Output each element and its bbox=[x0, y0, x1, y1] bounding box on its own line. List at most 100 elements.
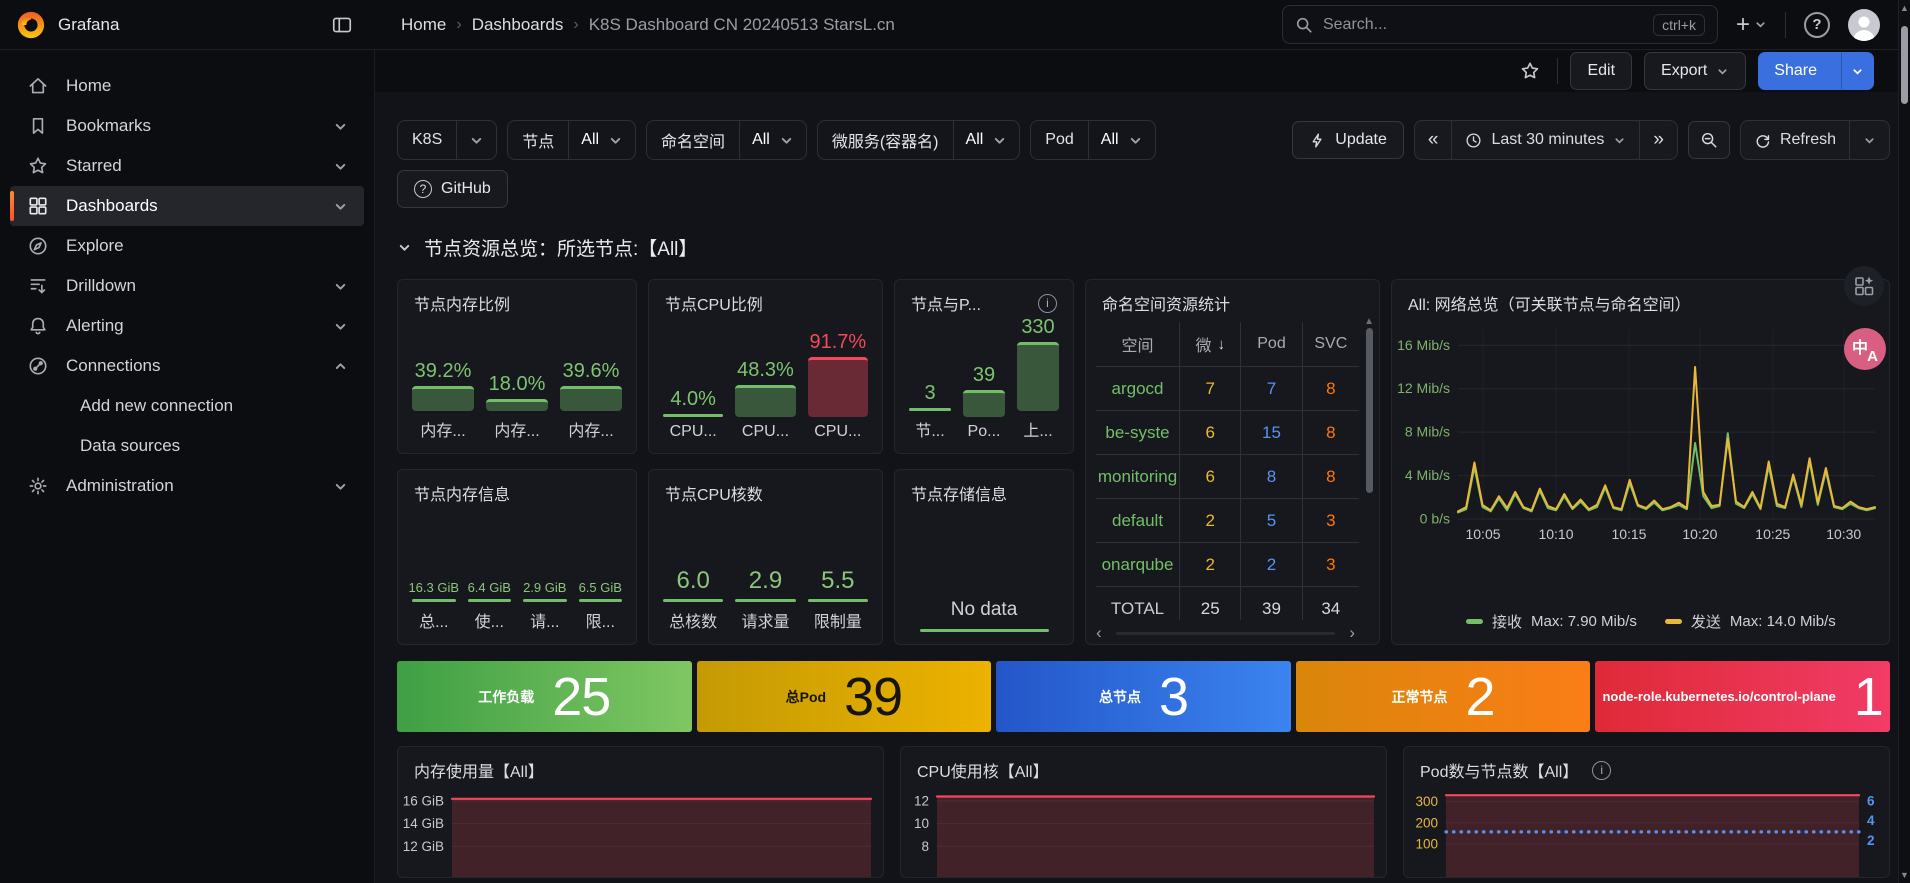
scroll-right-icon[interactable]: › bbox=[1349, 623, 1355, 642]
chart-legend: 接收 Max: 7.90 Mib/s 发送 Max: 14.0 Mib/s bbox=[1466, 611, 1836, 632]
gauge-value: 16.3 GiB bbox=[408, 580, 460, 595]
sidebar-item-drilldown[interactable]: Drilldown bbox=[10, 266, 364, 306]
refresh-button[interactable]: Refresh bbox=[1741, 121, 1849, 159]
dock-icon bbox=[331, 14, 353, 36]
edit-button[interactable]: Edit bbox=[1570, 52, 1633, 90]
panel-mem-ratio: 节点内存比例 39.2% 内存... 18.0% 内存... 39.6% 内存... bbox=[397, 279, 637, 454]
chevron-down-icon bbox=[333, 159, 348, 174]
scroll-up-icon[interactable]: ▲ bbox=[1900, 3, 1909, 13]
breadcrumb-dashboards[interactable]: Dashboards bbox=[471, 14, 564, 34]
legend-item[interactable]: 发送 Max: 14.0 Mib/s bbox=[1664, 611, 1836, 632]
var-value[interactable]: All bbox=[568, 121, 635, 159]
gauge-value: 4.0% bbox=[670, 388, 716, 410]
var-value[interactable]: All bbox=[952, 121, 1020, 159]
info-icon[interactable]: i bbox=[1592, 760, 1612, 780]
legend-item[interactable]: 接收 Max: 7.90 Mib/s bbox=[1466, 611, 1637, 632]
panel-pod-node: Pod数与节点数【All】 i 300 200 100 6 4 2 bbox=[1403, 746, 1890, 878]
breadcrumb-home[interactable]: Home bbox=[401, 14, 447, 34]
sidebar-item-connections[interactable]: Connections bbox=[10, 346, 364, 386]
refresh-group: Refresh bbox=[1739, 120, 1890, 160]
help-button[interactable]: ? bbox=[1800, 8, 1834, 42]
translate-badge[interactable]: 中 A bbox=[1844, 328, 1886, 370]
gauge-value: 330 bbox=[1021, 316, 1055, 338]
gauge-baseline bbox=[523, 599, 567, 602]
info-icon[interactable]: i bbox=[1038, 293, 1057, 313]
time-shift-back-button[interactable]: « bbox=[1415, 121, 1452, 159]
value-cell: 8 bbox=[1240, 455, 1301, 498]
sidebar-item-dashboards[interactable]: Dashboards bbox=[10, 186, 364, 226]
favorite-button[interactable] bbox=[1515, 56, 1545, 86]
var-value[interactable]: All bbox=[739, 121, 806, 159]
column-header[interactable]: SVC bbox=[1301, 322, 1359, 366]
page-scrollbar[interactable]: ▲ ▼ bbox=[1898, 0, 1910, 883]
chevron-down-icon bbox=[399, 244, 410, 252]
gear-icon bbox=[26, 475, 50, 497]
sidebar-item-home[interactable]: Home bbox=[10, 66, 364, 106]
dock-menu-button[interactable] bbox=[327, 10, 357, 40]
panel-suggestions-icon[interactable] bbox=[1844, 266, 1884, 306]
var-pill-节点[interactable]: 节点 All bbox=[507, 120, 637, 160]
namespace-cell[interactable]: onarqube bbox=[1101, 554, 1174, 574]
share-menu-toggle[interactable] bbox=[1841, 53, 1873, 89]
namespace-cell[interactable]: argocd bbox=[1111, 378, 1164, 398]
var-value[interactable] bbox=[456, 121, 496, 159]
namespace-cell: TOTAL bbox=[1110, 598, 1165, 618]
sidebar-item-label: Administration bbox=[66, 476, 174, 495]
namespace-cell[interactable]: default bbox=[1112, 510, 1164, 530]
share-button[interactable]: Share bbox=[1758, 52, 1874, 90]
stat-label: 工作负载 bbox=[478, 688, 535, 705]
column-header[interactable]: Pod bbox=[1240, 322, 1301, 366]
scroll-up-icon[interactable]: ▲ bbox=[1364, 316, 1374, 327]
legend-series-name: 发送 bbox=[1690, 614, 1721, 631]
var-label: K8S bbox=[412, 131, 443, 148]
scrollbar-thumb[interactable] bbox=[1901, 26, 1908, 104]
gauge-value: 5.5 bbox=[821, 567, 855, 594]
avatar[interactable] bbox=[1848, 8, 1880, 41]
time-shift-forward-button[interactable]: » bbox=[1639, 121, 1677, 159]
scroll-left-icon[interactable]: ‹ bbox=[1096, 623, 1102, 642]
panel-storage: 节点存储信息 No data bbox=[894, 469, 1074, 645]
github-link-button[interactable]: ? GitHub bbox=[397, 170, 508, 208]
time-range-picker[interactable]: Last 30 minutes bbox=[1451, 121, 1639, 159]
svg-text:100: 100 bbox=[1415, 837, 1438, 852]
gauge-value: 39.2% bbox=[414, 360, 472, 382]
sidebar-item-administration[interactable]: Administration bbox=[10, 466, 364, 506]
zoom-out-button[interactable] bbox=[1687, 121, 1730, 159]
var-pill-命名空间[interactable]: 命名空间 All bbox=[646, 120, 807, 160]
row-section-header[interactable]: 节点资源总览：所选节点:【All】 bbox=[397, 234, 1890, 261]
stat-value: 25 bbox=[552, 666, 611, 727]
namespace-cell[interactable]: be-syste bbox=[1105, 422, 1170, 442]
export-button[interactable]: Export bbox=[1644, 52, 1747, 90]
var-value[interactable]: All bbox=[1087, 121, 1155, 159]
table-vertical-scrollbar[interactable] bbox=[1366, 328, 1373, 493]
sidebar-item-alerting[interactable]: Alerting bbox=[10, 306, 364, 346]
refresh-icon bbox=[1756, 134, 1770, 148]
search-input[interactable] bbox=[1322, 15, 1644, 34]
panel-memory-usage: 内存使用量【All】 16 GiB 14 GiB 12 GiB bbox=[397, 746, 884, 878]
search-box[interactable]: ctrl+k bbox=[1281, 5, 1718, 44]
table-row: default 2 5 3 bbox=[1096, 498, 1359, 542]
refresh-interval-toggle[interactable] bbox=[1849, 121, 1889, 159]
update-button[interactable]: Update bbox=[1292, 121, 1404, 159]
sidebar-item-data-sources[interactable]: Data sources bbox=[10, 426, 364, 466]
svg-text:8: 8 bbox=[921, 839, 929, 854]
column-header[interactable]: 空间 bbox=[1096, 322, 1179, 366]
add-button[interactable]: + bbox=[1732, 7, 1771, 43]
sort-desc-icon: ↓ bbox=[1217, 335, 1225, 353]
sidebar-item-starred[interactable]: Starred bbox=[10, 146, 364, 186]
scroll-down-icon[interactable]: ▼ bbox=[1900, 870, 1909, 880]
table-horizontal-scrollbar[interactable] bbox=[1116, 632, 1335, 635]
legend-max-value: Max: 7.90 Mib/s bbox=[1531, 613, 1637, 630]
gauge-label: 上... bbox=[1023, 423, 1053, 440]
var-pill-K8S[interactable]: K8S bbox=[397, 120, 498, 160]
table-row: TOTAL 25 39 34 bbox=[1096, 586, 1359, 620]
sidebar-item-explore[interactable]: Explore bbox=[10, 226, 364, 266]
column-header[interactable]: 微 ↓ bbox=[1179, 322, 1240, 366]
var-pill-微服务(容器名)[interactable]: 微服务(容器名) All bbox=[816, 120, 1021, 160]
sidebar-item-bookmarks[interactable]: Bookmarks bbox=[10, 106, 364, 146]
svg-text:0 b/s: 0 b/s bbox=[1420, 511, 1450, 527]
sidebar-item-label: Connections bbox=[66, 356, 161, 375]
var-pill-Pod[interactable]: Pod All bbox=[1030, 120, 1156, 160]
namespace-cell[interactable]: monitoring bbox=[1097, 466, 1178, 486]
sidebar-item-add-new-connection[interactable]: Add new connection bbox=[10, 386, 364, 426]
